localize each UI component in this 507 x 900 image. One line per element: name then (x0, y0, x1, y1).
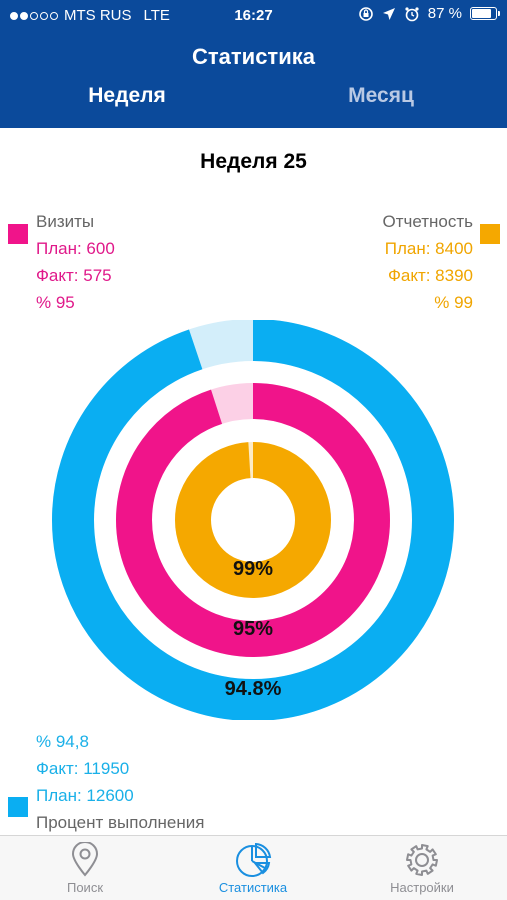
tab-week[interactable]: Неделя (88, 84, 166, 107)
page-title: Статистика (192, 44, 315, 69)
visits-plan: План: 600 (36, 239, 115, 258)
visits-legend-swatch (8, 224, 28, 244)
ring-label-2: 95% (233, 618, 273, 640)
app-header: MTS RUS LTE 16:27 87 % Статистика (0, 0, 507, 128)
screen-lock-icon (358, 6, 373, 21)
bottom-tab-bar: Поиск Статистика Настройки (0, 835, 507, 900)
tab-statistics[interactable]: Статистика (193, 836, 313, 900)
ring-arc-1 (52, 319, 454, 721)
ring-arc-3 (175, 442, 331, 598)
alarm-icon (405, 6, 419, 21)
total-fact: Факт: 11950 (36, 759, 130, 778)
period-tabs: Неделя Месяц (0, 84, 507, 124)
map-pin-icon (71, 842, 99, 877)
total-legend: % 94,8 Факт: 11950 План: 12600 Процент в… (36, 728, 204, 836)
reporting-legend: Отчетность План: 8400 Факт: 8390 % 99 (382, 208, 473, 316)
total-legend-title: Процент выполнения (36, 813, 205, 832)
donut-svg: 94.8% 95% 99% (52, 319, 454, 721)
ring-label-3: 99% (233, 558, 273, 580)
tab-settings[interactable]: Настройки (362, 836, 482, 900)
completion-donut-chart: 94.8% 95% 99% (0, 319, 507, 721)
status-bar: MTS RUS LTE 16:27 87 % (0, 0, 507, 32)
location-arrow-icon (382, 7, 395, 20)
visits-legend-title: Визиты (36, 212, 95, 231)
total-percent: % 94,8 (36, 732, 89, 751)
visits-fact: Факт: 575 (36, 266, 112, 285)
reporting-percent: % 99 (434, 293, 473, 312)
battery-icon (470, 7, 500, 20)
ring-label-1: 94.8% (225, 678, 282, 700)
visits-percent: % 95 (36, 293, 75, 312)
visits-legend: Визиты План: 600 Факт: 575 % 95 (36, 208, 115, 316)
reporting-legend-title: Отчетность (382, 212, 473, 231)
ring-arc-2 (116, 383, 390, 657)
week-title: Неделя 25 (200, 150, 307, 173)
tab-statistics-label: Статистика (218, 880, 288, 895)
status-left: MTS RUS LTE (10, 7, 170, 24)
tab-search[interactable]: Поиск (25, 836, 145, 900)
gear-icon (406, 844, 438, 876)
total-plan: План: 12600 (36, 786, 134, 805)
status-time: 16:27 (234, 7, 273, 24)
reporting-fact: Факт: 8390 (387, 266, 473, 285)
pie-chart-icon (236, 842, 272, 877)
network-type: LTE (143, 7, 170, 24)
status-right: 87 % (358, 5, 500, 22)
reporting-plan: План: 8400 (384, 239, 473, 258)
tab-settings-label: Настройки (390, 880, 454, 895)
signal-strength-icon (10, 11, 58, 20)
battery-percent: 87 % (427, 5, 462, 22)
carrier-name: MTS RUS (64, 7, 132, 24)
tab-month[interactable]: Месяц (348, 84, 414, 107)
total-legend-swatch (8, 797, 28, 817)
reporting-legend-swatch (480, 224, 500, 244)
tab-search-label: Поиск (66, 880, 104, 895)
